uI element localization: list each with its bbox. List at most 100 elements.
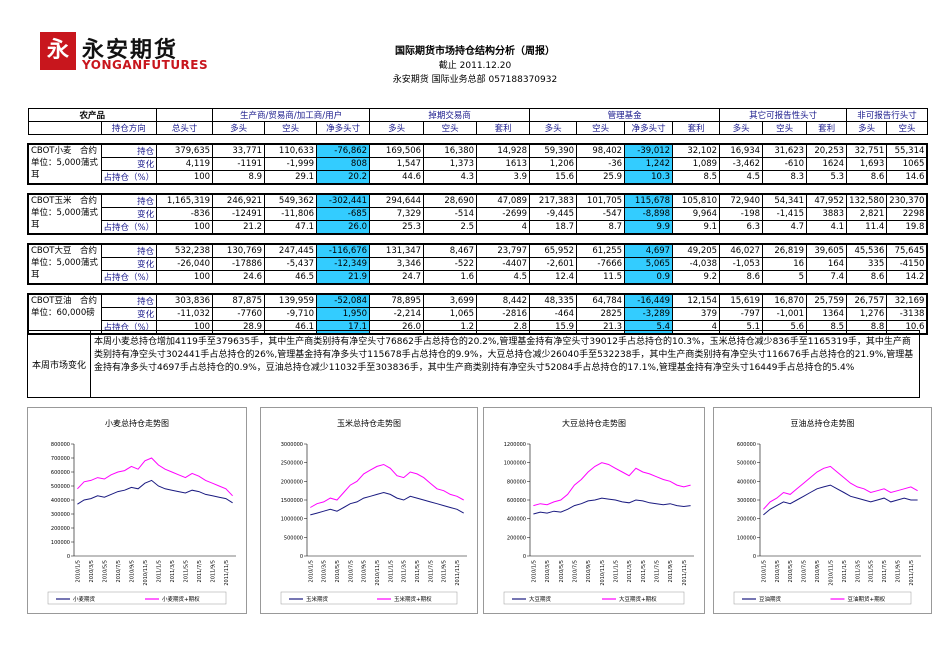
data-cell: 1065	[886, 157, 929, 171]
row-label: 变化	[100, 257, 158, 271]
data-cell: 3883	[806, 207, 848, 221]
x-tick-label: 2010/3/5	[775, 560, 781, 582]
data-cell: 8.6	[846, 270, 888, 285]
data-cell: 1.2	[423, 320, 478, 335]
legend-label: 小麦期货	[73, 595, 96, 603]
y-tick-label: 2000000	[281, 479, 303, 485]
x-tick-label: 2011/11/5	[455, 560, 461, 586]
data-cell: 65,952	[529, 243, 578, 258]
data-cell: 16,380	[423, 143, 478, 158]
x-tick-label: 2010/7/5	[348, 560, 354, 582]
y-tick-label: 600000	[737, 442, 756, 448]
data-cell: 0.9	[624, 270, 674, 285]
data-cell: -4150	[886, 257, 929, 271]
x-tick-label: 2010/5/5	[788, 560, 794, 582]
summary-box: 本周市场变化 本周小麦总持仓增加4119手至379635手，其中生产商类别持有净…	[27, 330, 920, 398]
data-cell: 5.1	[719, 320, 764, 335]
y-tick-label: 800000	[507, 479, 526, 485]
column-header: 套利	[476, 121, 531, 135]
data-cell: 246,921	[212, 193, 266, 208]
data-cell: 100	[156, 220, 214, 235]
data-cell: -685	[316, 207, 371, 221]
x-tick-label: 2010/3/5	[89, 560, 95, 582]
x-tick-label: 2011/3/5	[402, 560, 408, 582]
data-cell: 15.9	[529, 320, 578, 335]
blank-cell	[156, 108, 214, 122]
data-cell: 3,346	[369, 257, 425, 271]
y-tick-label: 300000	[51, 512, 70, 518]
data-cell: 33,771	[212, 143, 266, 158]
data-cell: 8.3	[762, 170, 808, 185]
x-tick-label: 2011/3/5	[170, 560, 176, 582]
data-cell: 14.2	[886, 270, 929, 285]
data-cell: -2699	[476, 207, 531, 221]
y-tick-label: 100000	[737, 535, 756, 541]
data-cell: 78,895	[369, 293, 425, 308]
data-cell: 2298	[886, 207, 929, 221]
data-cell: 5,065	[624, 257, 674, 271]
data-cell: 4,697	[624, 243, 674, 258]
data-cell: 169,506	[369, 143, 425, 158]
x-tick-label: 2010/5/5	[559, 560, 565, 582]
data-cell: -3,462	[719, 157, 764, 171]
data-cell: -17886	[212, 257, 266, 271]
x-tick-label: 2011/1/5	[842, 560, 848, 582]
data-cell: 8.6	[719, 270, 764, 285]
data-cell: 9.9	[624, 220, 674, 235]
data-cell: 64,784	[576, 293, 626, 308]
data-cell: 3,699	[423, 293, 478, 308]
data-cell: -7666	[576, 257, 626, 271]
data-cell: 47,089	[476, 193, 531, 208]
data-cell: 549,362	[264, 193, 318, 208]
data-cell: 32,169	[886, 293, 929, 308]
data-cell: -11,032	[156, 307, 214, 321]
x-tick-label: 2010/7/5	[116, 560, 122, 582]
spacer-row	[28, 284, 927, 294]
report-date: 截止 2011.12.20	[438, 61, 512, 71]
row-label: 变化	[100, 307, 158, 321]
logo: 永 永安期货 YONGANFUTURES	[40, 32, 210, 74]
row-label: 持仓	[100, 193, 158, 208]
data-cell: 24.7	[369, 270, 425, 285]
data-cell: 48,335	[529, 293, 578, 308]
y-tick-label: 400000	[51, 498, 70, 504]
x-tick-label: 2011/1/5	[613, 560, 619, 582]
x-tick-label: 2010/5/5	[102, 560, 108, 582]
data-cell: 11.4	[846, 220, 888, 235]
series-line	[310, 463, 464, 508]
data-cell: 72,940	[719, 193, 764, 208]
data-cell: 87,875	[212, 293, 266, 308]
group-header: 掉期交易商	[369, 108, 531, 122]
data-cell: -514	[423, 207, 478, 221]
data-row: CBOT小麦 合约单位：5,000蒲式耳 持仓 379,635 33,771 110,6…	[27, 143, 929, 185]
data-cell: 21.3	[576, 320, 626, 335]
group-header: 生产商/贸易商/加工商/用户	[212, 108, 371, 122]
spacer	[28, 234, 887, 244]
data-cell: -116,676	[316, 243, 371, 258]
logo-en: YONGANFUTURES	[82, 58, 209, 72]
x-tick-label: 2011/9/5	[210, 560, 216, 582]
y-tick-label: 200000	[51, 526, 70, 532]
x-tick-label: 2010/9/5	[586, 560, 592, 582]
x-tick-label: 2011/5/5	[869, 560, 875, 582]
data-cell: -1,001	[762, 307, 808, 321]
x-tick-label: 2010/5/5	[335, 560, 341, 582]
x-tick-label: 2011/9/5	[442, 560, 448, 582]
x-tick-label: 2010/1/5	[531, 560, 537, 582]
data-cell: 532,238	[156, 243, 214, 258]
data-cell: -797	[719, 307, 764, 321]
column-header: 空头	[576, 121, 626, 135]
data-row: CBOT大豆 合约单位：5,000蒲式耳 持仓 532,238 130,769 247,…	[27, 243, 929, 285]
data-cell: 4.5	[476, 270, 531, 285]
data-cell: 26.0	[316, 220, 371, 235]
data-cell: 4.5	[719, 170, 764, 185]
series-line	[77, 479, 233, 505]
contract-name: CBOT大豆 合约单位：5,000蒲式耳	[27, 243, 102, 285]
x-tick-label: 2011/11/5	[224, 560, 230, 586]
y-tick-label: 0	[67, 554, 70, 560]
data-cell: -11,806	[264, 207, 318, 221]
corner-cell: 农产品	[27, 108, 158, 122]
data-cell: 12.4	[529, 270, 578, 285]
data-cell: -3,289	[624, 307, 674, 321]
y-tick-label: 100000	[51, 540, 70, 546]
